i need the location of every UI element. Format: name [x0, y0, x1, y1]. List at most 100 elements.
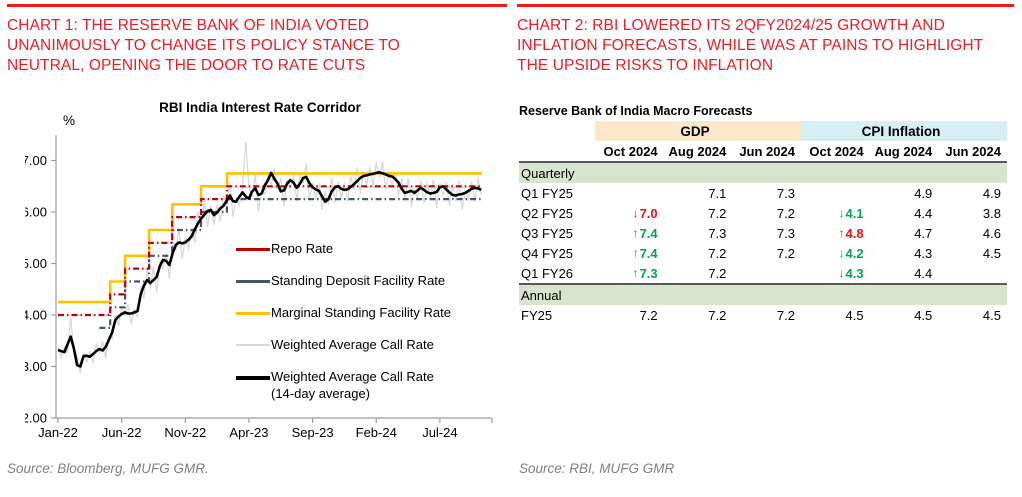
up-arrow-icon: ↑ [632, 245, 639, 260]
x-tick-label: Jun-22 [102, 425, 142, 440]
table-cell: ↑7.3 [595, 263, 664, 284]
table-cell: ↓7.0 [595, 203, 664, 223]
legend-swatch-line [236, 312, 270, 315]
forecast-table-wrap: Reserve Bank of India Macro Forecasts GD… [519, 104, 1009, 325]
table-cell: 7.2 [708, 307, 727, 323]
series-standing-deposit-facility-rate [99, 198, 482, 329]
table-cell: 7.3 [708, 225, 727, 241]
x-tick-label: Nov-22 [164, 425, 206, 440]
table-cell: 7.2 [639, 307, 658, 323]
y-axis-unit: % [63, 113, 75, 128]
y-tick-label: 4.00 [25, 308, 47, 323]
revised-value: 7.4 [639, 245, 658, 261]
table-cell: 4.5 [982, 307, 1001, 323]
table-cell: 4.9 [982, 185, 1001, 201]
revised-value: 4.1 [845, 205, 864, 221]
section-banner-label: Annual [519, 283, 1007, 305]
table-cell: 4.9 [914, 185, 933, 201]
legend-item-marginal-standing-facility-rate: Marginal Standing Facility Rate [236, 304, 451, 323]
series-repo-rate [58, 185, 482, 317]
legend-label: Marginal Standing Facility Rate [271, 305, 451, 320]
table-cell: 7.2 [776, 205, 795, 221]
row-label: Q1 FY25 [521, 185, 574, 201]
row-label: Q2 FY25 [521, 205, 574, 221]
legend-label: Weighted Average Call Rate [271, 337, 434, 352]
down-arrow-icon: ↓ [838, 245, 845, 260]
table-cell: ↑4.8 [801, 223, 870, 243]
x-tick-label: Feb-24 [356, 425, 397, 440]
empty-corner-cell [519, 141, 595, 163]
legend-item-weighted-average-call-rate: Weighted Average Call Rate (14-day averag… [236, 368, 451, 404]
down-arrow-icon: ↓ [838, 205, 845, 220]
table-row: Q1 FY26 ↑7.3 7.2 ↓4.3 4.4 [519, 263, 1007, 284]
group-header-cpi-inflation: CPI Inflation [800, 121, 1007, 141]
x-tick-label: Sep-23 [292, 425, 334, 440]
legend-swatch-line [236, 344, 270, 346]
revised-value: 7.4 [639, 225, 658, 241]
table-row: Q3 FY25 ↑7.4 7.3 7.3 ↑4.8 4.7 4.6 [519, 223, 1007, 243]
top-rule-left [7, 4, 507, 7]
legend-label: Repo Rate [271, 241, 334, 256]
up-arrow-icon: ↑ [632, 265, 639, 280]
y-tick-label: 3.00 [25, 359, 47, 374]
table-cell: 4.4 [914, 205, 933, 221]
rate-corridor-chart: 2.00 3.00 4.00 5.00 6.00 7.00 Jan-22 Jun-22 Nov-… [22, 95, 495, 450]
chart2-panel: CHART 2: RBI LOWERED ITS 2QFY2024/25 GRO… [517, 0, 1014, 497]
table-cell: 4.7 [914, 225, 933, 241]
table-cell: 4.5 [914, 307, 933, 323]
table-cell: ↓4.2 [801, 243, 870, 263]
table-group-header-row: GDP CPI Inflation [519, 121, 1007, 141]
chart-title: RBI India Interest Rate Corridor [159, 100, 361, 115]
up-arrow-icon: ↑ [632, 225, 639, 240]
table-cell: 4.5 [982, 245, 1001, 261]
revised-value: 7.0 [639, 205, 658, 221]
table-cell: 7.2 [708, 205, 727, 221]
table-cell: 4.6 [982, 225, 1001, 241]
legend-label: Weighted Average Call Rate (14-day averag… [271, 369, 434, 401]
down-arrow-icon: ↓ [838, 265, 845, 280]
y-tick-label: 5.00 [25, 256, 47, 271]
row-label: Q1 FY26 [521, 265, 574, 281]
table-cell: ↓4.3 [801, 263, 870, 284]
chart-legend: Repo Rate Standing Deposit Facility Rate M… [236, 240, 451, 417]
series-weighted-average-call-rate-14-day-average- [57, 171, 482, 368]
table-title: Reserve Bank of India Macro Forecasts [519, 104, 753, 118]
legend-item-weighted-average-call-rate: Weighted Average Call Rate [236, 336, 451, 355]
legend-swatch-line [236, 248, 270, 251]
column-header: Aug 2024 [869, 141, 939, 163]
table-cell: 7.2 [776, 245, 795, 261]
legend-swatch-line [236, 280, 270, 283]
y-tick-label: 2.00 [25, 411, 47, 426]
x-tick-label: Jul-24 [422, 425, 457, 440]
chart1-panel: CHART 1: THE RESERVE BANK OF INDIA VOTED… [7, 0, 507, 497]
column-header: Aug 2024 [663, 141, 733, 163]
revised-value: 4.3 [845, 265, 864, 281]
table-column-header-row: Oct 2024 Aug 2024 Jun 2024 Oct 2024 Aug 2024… [519, 141, 1007, 163]
legend-item-repo-rate: Repo Rate [236, 240, 451, 259]
table-row: Q1 FY25 7.1 7.3 4.9 4.9 [519, 183, 1007, 203]
column-header: Oct 2024 [595, 141, 664, 163]
column-header: Jun 2024 [732, 141, 801, 163]
table-cell [595, 183, 664, 203]
row-label: Q3 FY25 [521, 225, 574, 241]
table-cell: 4.5 [845, 307, 864, 323]
column-header: Oct 2024 [800, 141, 870, 163]
table-cell: ↑7.4 [595, 243, 664, 263]
chart1-title: CHART 1: THE RESERVE BANK OF INDIA VOTED… [7, 17, 400, 74]
table-cell: 7.3 [776, 225, 795, 241]
revised-value: 4.8 [845, 225, 864, 241]
chart-canvas: 2.00 3.00 4.00 5.00 6.00 7.00 Jan-22 Jun-22 Nov-… [22, 113, 493, 440]
chart2-title: CHART 2: RBI LOWERED ITS 2QFY2024/25 GRO… [517, 17, 983, 74]
row-label: FY25 [521, 307, 553, 323]
table-cell: 4.4 [914, 265, 933, 281]
revised-value: 4.2 [845, 245, 864, 261]
table-cell [732, 263, 801, 284]
group-header-gdp: GDP [595, 121, 801, 141]
legend-item-standing-deposit-facility-rate: Standing Deposit Facility Rate [236, 272, 451, 291]
forecast-table: GDP CPI Inflation Oct 2024 Aug 2024 Jun 2024… [519, 121, 1007, 325]
table-cell: 7.2 [708, 265, 727, 281]
down-arrow-icon: ↓ [632, 205, 639, 220]
source-right: Source: RBI, MUFG GMR [519, 461, 675, 476]
table-row: Q4 FY25 ↑7.4 7.2 7.2 ↓4.2 4.3 4.5 [519, 243, 1007, 263]
